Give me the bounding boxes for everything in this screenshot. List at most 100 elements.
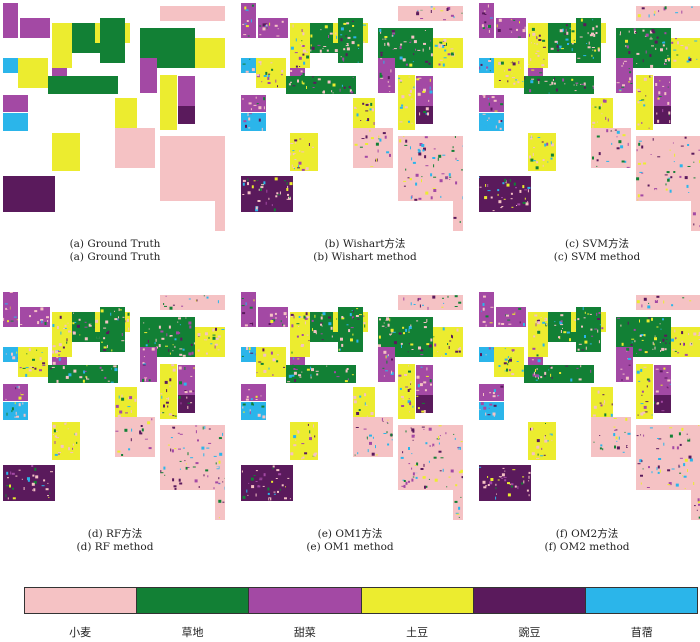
misclass-speckle xyxy=(64,423,66,425)
misclass-speckle xyxy=(165,339,166,342)
misclass-speckle xyxy=(564,83,565,84)
misclass-speckle xyxy=(134,443,136,445)
misclass-speckle xyxy=(433,188,436,189)
misclass-speckle xyxy=(47,495,49,496)
misclass-speckle xyxy=(409,139,412,140)
misclass-speckle xyxy=(671,304,673,306)
misclass-speckle xyxy=(388,81,389,83)
misclass-speckle xyxy=(656,113,657,115)
misclass-speckle xyxy=(677,446,679,449)
misclass-speckle xyxy=(433,177,436,178)
misclass-speckle xyxy=(581,84,584,85)
misclass-speckle xyxy=(534,43,535,44)
misclass-speckle xyxy=(264,23,267,24)
misclass-speckle xyxy=(247,178,248,181)
misclass-speckle xyxy=(638,415,639,416)
misclass-speckle xyxy=(401,457,404,459)
misclass-speckle xyxy=(204,474,205,476)
misclass-speckle xyxy=(663,443,664,446)
field-potato xyxy=(433,38,463,68)
misclass-speckle xyxy=(261,184,264,185)
misclass-speckle xyxy=(148,363,150,366)
misclass-speckle xyxy=(592,125,593,128)
misclass-speckle xyxy=(446,337,447,340)
misclass-speckle xyxy=(277,491,279,493)
misclass-speckle xyxy=(455,192,456,193)
misclass-speckle xyxy=(405,149,406,150)
misclass-speckle xyxy=(429,344,432,347)
misclass-speckle xyxy=(531,70,534,71)
misclass-speckle xyxy=(68,331,71,333)
misclass-speckle xyxy=(528,330,530,331)
misclass-speckle xyxy=(180,461,182,462)
misclass-speckle xyxy=(343,23,346,25)
misclass-speckle xyxy=(103,337,105,339)
misclass-speckle xyxy=(391,359,393,361)
misclass-speckle xyxy=(409,343,410,344)
misclass-speckle xyxy=(313,425,314,428)
misclass-speckle xyxy=(593,86,594,87)
misclass-speckle xyxy=(545,423,546,424)
misclass-speckle xyxy=(483,393,484,396)
misclass-speckle xyxy=(53,434,54,435)
misclass-speckle xyxy=(618,140,621,143)
misclass-speckle xyxy=(462,476,464,478)
misclass-speckle xyxy=(520,176,523,177)
legend-labels: 小麦 草地 甜菜 土豆 豌豆 苜蓿 xyxy=(24,624,698,640)
misclass-speckle xyxy=(256,74,259,76)
misclass-speckle xyxy=(586,347,587,350)
misclass-speckle xyxy=(70,452,73,453)
misclass-speckle xyxy=(195,426,197,427)
misclass-speckle xyxy=(310,50,311,52)
misclass-speckle xyxy=(531,427,533,430)
misclass-speckle xyxy=(81,366,84,369)
misclass-speckle xyxy=(421,468,424,470)
misclass-speckle xyxy=(660,470,661,473)
misclass-speckle xyxy=(189,326,191,329)
misclass-speckle xyxy=(246,399,249,401)
misclass-speckle xyxy=(246,490,247,493)
misclass-speckle xyxy=(642,7,645,9)
misclass-speckle xyxy=(575,90,577,91)
misclass-speckle xyxy=(128,313,130,316)
misclass-speckle xyxy=(411,157,412,160)
misclass-speckle xyxy=(379,318,381,320)
misclass-speckle xyxy=(205,469,208,471)
misclass-speckle xyxy=(598,391,600,394)
misclass-speckle xyxy=(429,479,430,480)
misclass-speckle xyxy=(323,48,324,49)
field-pea xyxy=(479,465,531,501)
misclass-speckle xyxy=(480,353,482,356)
misclass-speckle xyxy=(655,189,657,191)
misclass-speckle xyxy=(651,454,652,457)
caption-f: (f) OM2方法 (f) OM2 method xyxy=(512,528,662,554)
misclass-speckle xyxy=(101,370,103,371)
misclass-speckle xyxy=(441,147,443,150)
misclass-speckle xyxy=(77,325,80,328)
misclass-speckle xyxy=(53,345,56,347)
misclass-speckle xyxy=(645,351,648,353)
misclass-speckle xyxy=(341,316,343,318)
misclass-speckle xyxy=(510,484,511,485)
misclass-speckle xyxy=(73,332,76,335)
misclass-speckle xyxy=(212,329,214,332)
misclass-speckle xyxy=(654,402,655,404)
misclass-speckle xyxy=(515,79,517,80)
misclass-speckle xyxy=(59,358,61,361)
misclass-speckle xyxy=(292,165,293,167)
field-beet xyxy=(140,58,157,93)
misclass-speckle xyxy=(606,161,609,162)
misclass-speckle xyxy=(628,358,631,360)
misclass-speckle xyxy=(12,407,14,410)
misclass-speckle xyxy=(536,380,538,381)
misclass-speckle xyxy=(247,495,248,496)
misclass-speckle xyxy=(544,372,546,375)
misclass-speckle xyxy=(460,497,461,498)
misclass-speckle xyxy=(623,131,626,133)
misclass-speckle xyxy=(586,43,587,44)
misclass-speckle xyxy=(384,36,387,38)
misclass-speckle xyxy=(410,90,412,93)
misclass-speckle xyxy=(443,39,446,42)
misclass-speckle xyxy=(284,497,287,499)
misclass-speckle xyxy=(417,11,419,12)
